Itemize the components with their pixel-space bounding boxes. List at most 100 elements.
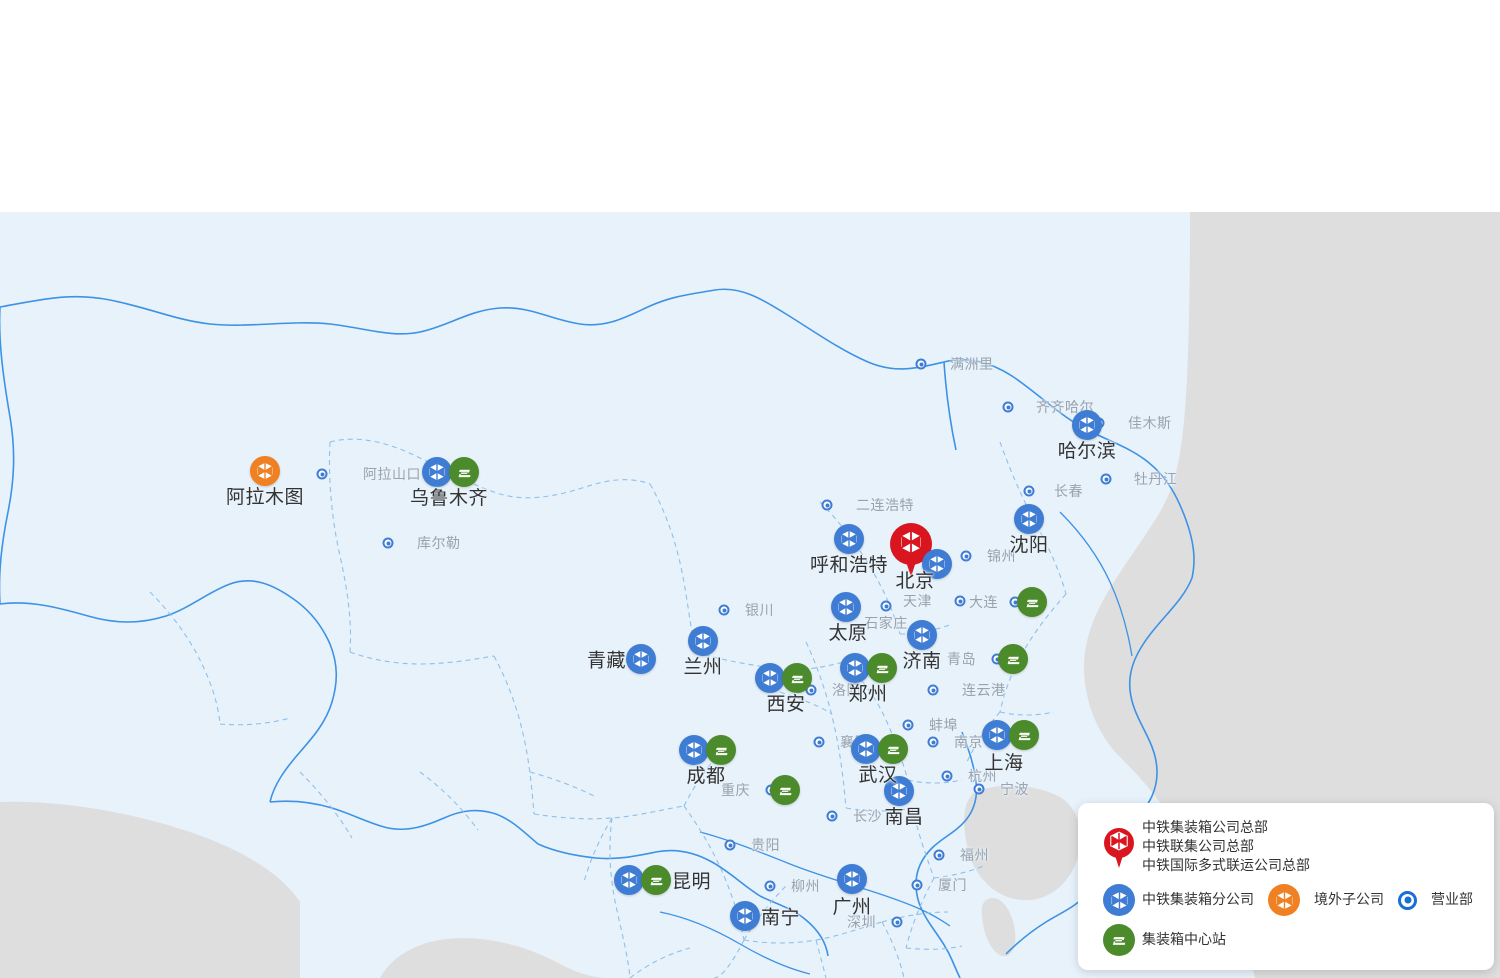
map-city-label-minor: 柳州 <box>791 879 820 895</box>
map-city-label-major: 兰州 <box>683 656 723 678</box>
map-marker-center-station[interactable] <box>998 644 1028 674</box>
map-city-label-minor: 宁波 <box>1000 782 1029 798</box>
map-city-label-minor: 福州 <box>960 848 989 864</box>
map-marker-branch[interactable] <box>626 644 656 674</box>
map-marker-sales-office[interactable] <box>805 684 817 696</box>
legend-hq-texts: 中铁集装箱公司总部 中铁联集公司总部 中铁国际多式联运公司总部 <box>1142 819 1310 876</box>
map-marker-center-station[interactable] <box>449 457 479 487</box>
map-marker-sales-office[interactable] <box>316 468 328 480</box>
map-city-label-minor: 青岛 <box>947 652 976 668</box>
map-marker-branch[interactable] <box>982 720 1012 750</box>
map-city-label-major: 广州 <box>832 896 872 918</box>
map-city-label-minor: 锦州 <box>987 549 1016 565</box>
map-city-label-minor: 石家庄 <box>864 616 908 632</box>
map-marker-sales-office[interactable] <box>821 499 833 511</box>
map-city-label-major: 哈尔滨 <box>1057 440 1117 462</box>
map-legend: 中铁集装箱公司总部 中铁联集公司总部 中铁国际多式联运公司总部 <box>1078 803 1494 970</box>
map-city-label-minor: 杭州 <box>968 769 997 785</box>
map-marker-center-station[interactable] <box>1017 587 1047 617</box>
map-city-label-major: 上海 <box>984 752 1024 774</box>
map-marker-sales-office[interactable] <box>1100 473 1112 485</box>
map-city-label-minor: 连云港 <box>962 683 1006 699</box>
map-city-label-major: 西安 <box>766 693 806 715</box>
legend-row-headquarters: 中铁集装箱公司总部 中铁联集公司总部 中铁国际多式联运公司总部 <box>1096 819 1476 876</box>
map-marker-sales-office[interactable] <box>902 719 914 731</box>
map-marker-sales-office[interactable] <box>927 736 939 748</box>
map-marker-sales-office[interactable] <box>927 684 939 696</box>
map-city-label-minor: 长沙 <box>853 809 882 825</box>
map-city-label-minor: 蚌埠 <box>929 718 958 734</box>
map-marker-sales-office[interactable] <box>724 839 736 851</box>
map-city-label-minor: 厦门 <box>938 878 967 894</box>
map-marker-sales-office[interactable] <box>826 810 838 822</box>
map-marker-branch[interactable] <box>1072 410 1102 440</box>
map-marker-headquarters[interactable] <box>890 523 932 577</box>
map-marker-sales-office[interactable] <box>960 550 972 562</box>
map-marker-branch[interactable] <box>837 864 867 894</box>
legend-center-label: 集装箱中心站 <box>1142 931 1226 948</box>
map-marker-sales-office[interactable] <box>933 849 945 861</box>
map-marker-branch[interactable] <box>422 457 452 487</box>
map-marker-branch[interactable] <box>730 901 760 931</box>
map-marker-branch[interactable] <box>679 735 709 765</box>
legend-branch-inline: 中铁集装箱分公司 境外子公司 <box>1142 884 1473 916</box>
legend-center-icon-slot <box>1096 924 1142 956</box>
map-city-label-minor: 阿拉山口 <box>363 467 421 483</box>
map-city-label-major: 阿拉木图 <box>225 486 305 508</box>
map-marker-sales-office[interactable] <box>880 600 892 612</box>
map-marker-center-station[interactable] <box>706 735 736 765</box>
legend-row-branch: 中铁集装箱分公司 境外子公司 <box>1096 884 1476 916</box>
map-city-label-major: 沈阳 <box>1009 534 1049 556</box>
map-marker-center-station[interactable] <box>641 865 671 895</box>
legend-hq-line-1: 中铁集装箱公司总部 <box>1142 820 1268 836</box>
map-marker-branch[interactable] <box>840 653 870 683</box>
map-marker-sales-office[interactable] <box>764 880 776 892</box>
map-city-label-major: 青藏 <box>586 649 626 672</box>
map-marker-sales-office[interactable] <box>973 783 985 795</box>
orange-container-icon <box>1268 884 1300 916</box>
map-city-label-major: 呼和浩特 <box>809 554 889 576</box>
map-marker-sales-office[interactable] <box>915 358 927 370</box>
blue-ring-icon <box>1398 890 1417 910</box>
map-marker-branch[interactable] <box>851 734 881 764</box>
map-city-label-minor: 库尔勒 <box>417 536 461 552</box>
map-city-label-minor: 满洲里 <box>950 357 994 373</box>
map-marker-center-station[interactable] <box>1009 720 1039 750</box>
map-marker-branch[interactable] <box>907 620 937 650</box>
map-marker-sales-office[interactable] <box>1002 401 1014 413</box>
map-marker-branch[interactable] <box>1014 504 1044 534</box>
map-marker-sales-office[interactable] <box>382 537 394 549</box>
map-marker-sales-office[interactable] <box>891 916 903 928</box>
map-marker-center-station[interactable] <box>867 653 897 683</box>
map-marker-branch[interactable] <box>614 865 644 895</box>
map-marker-sales-office[interactable] <box>911 879 923 891</box>
map-marker-sales-office[interactable] <box>813 736 825 748</box>
map-marker-center-station[interactable] <box>782 663 812 693</box>
map-city-label-minor: 二连浩特 <box>856 498 914 514</box>
map-city-label-major: 武汉 <box>858 764 898 786</box>
map-marker-branch[interactable] <box>922 549 952 579</box>
map-marker-branch[interactable] <box>834 524 864 554</box>
map-marker-overseas[interactable] <box>250 456 280 486</box>
map-city-label-major: 南宁 <box>761 906 801 929</box>
map-marker-branch[interactable] <box>755 663 785 693</box>
map-marker-sales-office[interactable] <box>1023 485 1035 497</box>
legend-sales-office-label: 营业部 <box>1431 891 1473 908</box>
map-city-label-minor: 长春 <box>1054 484 1083 500</box>
map-marker-branch[interactable] <box>884 776 914 806</box>
map-marker-branch[interactable] <box>688 626 718 656</box>
map-marker-center-station[interactable] <box>770 775 800 805</box>
map-marker-center-station[interactable] <box>878 734 908 764</box>
map-marker-sales-office[interactable] <box>941 770 953 782</box>
blue-container-icon <box>1103 884 1135 916</box>
map-city-label-minor: 牡丹江 <box>1134 472 1178 488</box>
legend-branch-label: 中铁集装箱分公司 <box>1142 891 1254 908</box>
map-marker-sales-office[interactable] <box>718 604 730 616</box>
map-city-label-minor: 洛阳 <box>832 683 861 699</box>
map-marker-sales-office[interactable] <box>954 595 966 607</box>
legend-hq-line-2: 中铁联集公司总部 <box>1142 839 1254 855</box>
legend-overseas-label: 境外子公司 <box>1314 891 1384 908</box>
map-marker-branch[interactable] <box>831 592 861 622</box>
red-pin-container-icon <box>1104 827 1134 868</box>
